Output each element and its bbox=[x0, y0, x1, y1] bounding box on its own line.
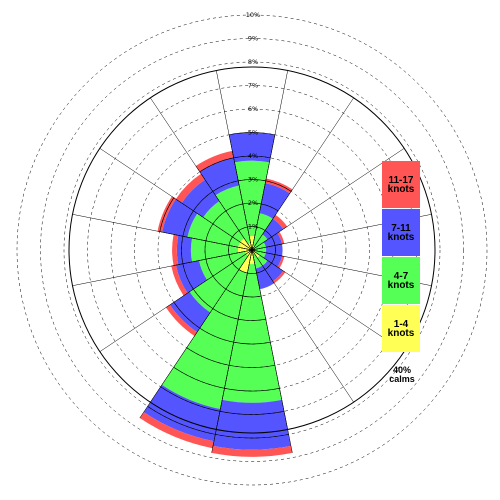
grid-spoke bbox=[251, 97, 354, 251]
petal-nne-7-11-knots bbox=[259, 183, 290, 219]
tick-label: 1% bbox=[248, 223, 258, 231]
grid-spoke bbox=[251, 249, 405, 352]
petal-nw-4-7-knots bbox=[203, 201, 245, 243]
petal-ring-line bbox=[199, 327, 234, 343]
petal-se-7-11-knots bbox=[262, 260, 284, 282]
petal-s-7-11-knots bbox=[213, 399, 291, 450]
petal-se-11-17-knots bbox=[272, 270, 286, 284]
petal-n-4-7-knots bbox=[234, 160, 270, 237]
petal-ne-11-17-knots bbox=[272, 214, 288, 230]
petal-w-1-4-knots bbox=[237, 247, 252, 253]
grid-spoke bbox=[251, 249, 354, 403]
tick-label: 3% bbox=[248, 176, 258, 184]
grid-circle bbox=[204, 202, 300, 298]
petal-wnw-1-4-knots bbox=[238, 242, 252, 250]
petal-w-4-7-knots bbox=[190, 238, 239, 262]
petal-n-7-11-knots bbox=[229, 132, 275, 163]
grid-circle bbox=[16, 14, 488, 486]
legend-item-7-11-knots: 7-11 knots bbox=[382, 209, 420, 256]
grid-circle bbox=[134, 132, 370, 368]
grid-spoke bbox=[251, 249, 288, 430]
petal-e-7-11-knots bbox=[265, 244, 283, 256]
petal-wnw-4-7-knots bbox=[187, 213, 241, 248]
petal-ssw-1-4-knots bbox=[238, 250, 252, 274]
petal-ring-line bbox=[224, 387, 280, 392]
tick-label: 10% bbox=[246, 11, 260, 19]
legend-item-4-7-knots: 4-7 knots bbox=[382, 257, 420, 304]
petal-nw-11-17-knots bbox=[175, 173, 205, 203]
legend: 11-17 knots 7-11 knots 4-7 knots 1-4 knots bbox=[382, 161, 420, 353]
petal-nw-7-11-knots bbox=[181, 179, 220, 218]
petal-ese-11-17-knots bbox=[277, 255, 285, 269]
tick-label: 4% bbox=[248, 152, 258, 160]
grid-spoke bbox=[251, 148, 405, 251]
petal-s-1-4-knots bbox=[249, 250, 255, 265]
petal-sw-1-4-knots bbox=[246, 250, 252, 256]
petal-ene-7-11-knots bbox=[263, 233, 282, 248]
grid-circle bbox=[40, 38, 464, 462]
grid-circle bbox=[181, 179, 323, 321]
petal-e-4-7-knots bbox=[254, 247, 267, 253]
grid-spoke bbox=[216, 70, 253, 251]
petal-ene-11-17-knots bbox=[277, 231, 285, 245]
grid-spoke bbox=[72, 214, 253, 251]
outer-circle bbox=[68, 66, 436, 434]
polar-grid bbox=[16, 14, 488, 486]
radial-tick-labels: 1% 2% 3% 4% 5% 6% 7% 8% 9% 10% bbox=[246, 11, 260, 231]
calms-text: calms bbox=[389, 374, 415, 384]
petal-ne-4-7-knots bbox=[253, 234, 268, 249]
petal-sw-7-11-knots bbox=[169, 291, 211, 333]
grid-circle bbox=[228, 226, 276, 274]
grid-spoke bbox=[251, 70, 288, 251]
petal-w-7-11-knots bbox=[176, 235, 193, 265]
petal-nw-1-4-knots bbox=[240, 238, 252, 250]
tick-label: 8% bbox=[248, 58, 258, 66]
petal-ssw-7-11-knots bbox=[143, 384, 221, 442]
grid-spoke bbox=[216, 249, 253, 430]
petal-w-11-17-knots bbox=[172, 234, 179, 266]
legend-item-1-4-knots: 1-4 knots bbox=[382, 305, 420, 352]
petal-sw-11-17-knots bbox=[166, 304, 198, 336]
petal-ne-7-11-knots bbox=[262, 218, 284, 240]
petal-wnw-7-11-knots bbox=[162, 199, 198, 238]
petal-n-1-4-knots bbox=[249, 235, 255, 250]
grid-spoke bbox=[150, 249, 253, 403]
petal-ssw-11-17-knots bbox=[139, 412, 214, 449]
tick-label: 5% bbox=[248, 129, 258, 137]
tick-label: 9% bbox=[248, 35, 258, 43]
legend-item-11-17-knots: 11-17 knots bbox=[382, 161, 420, 208]
petal-ese-7-11-knots bbox=[263, 252, 282, 267]
calms-value: 40% bbox=[392, 365, 411, 375]
petal-s-4-7-knots bbox=[222, 263, 282, 403]
grid-spoke bbox=[150, 97, 253, 251]
tick-label: 7% bbox=[248, 82, 258, 90]
petal-s-11-17-knots bbox=[211, 445, 293, 457]
petal-ring-line bbox=[173, 302, 200, 329]
tick-label: 2% bbox=[248, 199, 258, 207]
petal-ssw-4-7-knots bbox=[161, 269, 248, 410]
grid-spoke bbox=[99, 249, 253, 352]
wind-rose-petals bbox=[139, 132, 293, 457]
grid-circle bbox=[63, 61, 441, 439]
petal-se-1-4-knots bbox=[252, 250, 260, 258]
grid-spoke bbox=[99, 148, 253, 251]
grid-spoke bbox=[72, 249, 253, 286]
petal-se-4-7-knots bbox=[257, 255, 268, 266]
petal-nnw-7-11-knots bbox=[199, 157, 240, 196]
petal-ring-line bbox=[233, 155, 271, 159]
petal-nnw-11-17-knots bbox=[195, 150, 234, 172]
petal-wsw-11-17-knots bbox=[171, 265, 188, 296]
petal-sse-7-11-knots bbox=[255, 265, 275, 290]
tick-label: 6% bbox=[248, 105, 258, 113]
calms-label: 40% calms bbox=[382, 366, 422, 384]
grid-circle bbox=[157, 155, 347, 345]
